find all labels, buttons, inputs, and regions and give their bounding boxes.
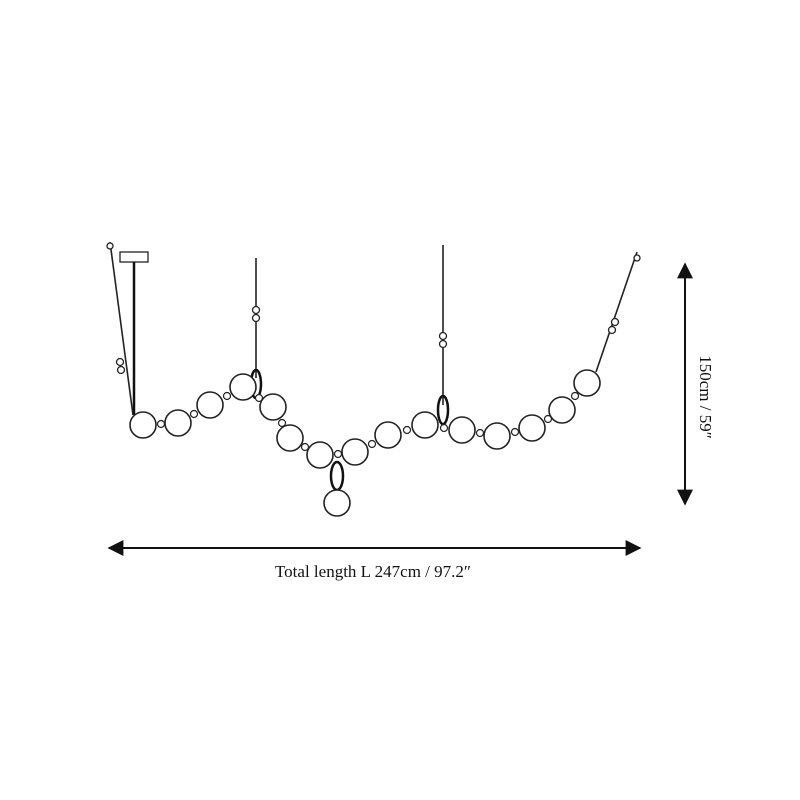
length-label: Total length L 247cm / 97.2″ xyxy=(275,562,471,581)
height-label: 150cm / 59″ xyxy=(696,355,715,439)
chandelier xyxy=(106,241,641,517)
